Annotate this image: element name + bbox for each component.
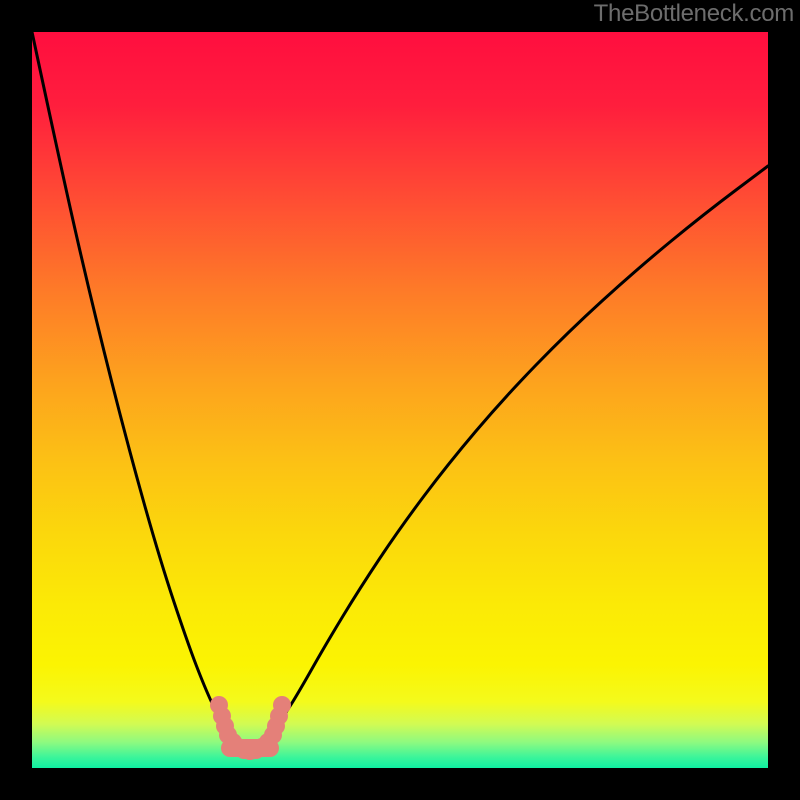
trough-marker-dot: [273, 696, 291, 714]
plot-area: [32, 32, 768, 768]
watermark-label: TheBottleneck.com: [594, 0, 794, 28]
chart-canvas: TheBottleneck.com: [0, 0, 800, 800]
bottleneck-chart: [0, 0, 800, 800]
